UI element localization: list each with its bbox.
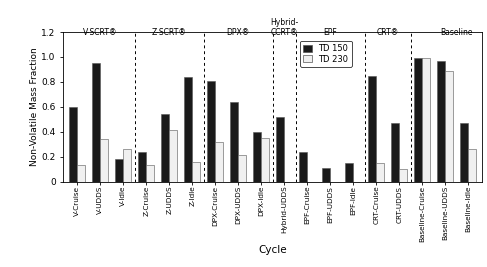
Bar: [215, 142, 223, 182]
Bar: [184, 77, 192, 182]
Text: V-SCRT®: V-SCRT®: [83, 28, 117, 37]
Bar: [391, 123, 399, 182]
Bar: [123, 149, 131, 182]
Bar: [169, 131, 177, 182]
Bar: [138, 152, 146, 182]
Bar: [207, 81, 215, 182]
Bar: [414, 58, 422, 182]
Bar: [468, 149, 476, 182]
Bar: [238, 155, 246, 182]
Bar: [261, 138, 269, 182]
Bar: [115, 159, 123, 182]
Y-axis label: Non-Volatile Mass Fraction: Non-Volatile Mass Fraction: [30, 48, 38, 166]
Bar: [345, 163, 353, 182]
Bar: [299, 152, 307, 182]
X-axis label: Cycle: Cycle: [259, 245, 287, 255]
Bar: [276, 117, 284, 182]
Bar: [77, 165, 85, 182]
Bar: [253, 132, 261, 182]
Bar: [230, 102, 238, 182]
Bar: [376, 163, 384, 182]
Bar: [192, 162, 200, 182]
Bar: [146, 165, 154, 182]
Text: Z-SCRT®: Z-SCRT®: [152, 28, 187, 37]
Bar: [161, 114, 169, 182]
Bar: [368, 76, 376, 182]
Bar: [322, 168, 330, 182]
Bar: [445, 71, 453, 182]
Text: Hybrid-
CCRT®: Hybrid- CCRT®: [270, 18, 299, 37]
Bar: [100, 139, 108, 182]
Bar: [399, 169, 407, 182]
Text: Baseline: Baseline: [441, 28, 473, 37]
Legend: TD 150, TD 230: TD 150, TD 230: [300, 41, 352, 67]
Bar: [437, 61, 445, 182]
Bar: [92, 63, 100, 182]
Bar: [422, 58, 431, 182]
Bar: [460, 123, 468, 182]
Text: EPF: EPF: [323, 28, 337, 37]
Text: DPX®: DPX®: [226, 28, 250, 37]
Bar: [69, 107, 77, 182]
Text: CRT®: CRT®: [376, 28, 399, 37]
